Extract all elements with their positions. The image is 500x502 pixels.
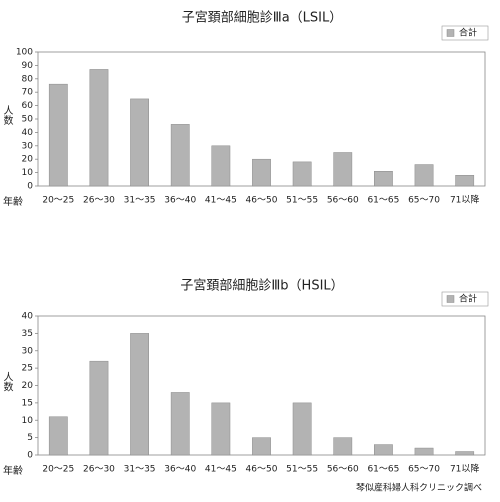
bar xyxy=(292,161,312,187)
bar xyxy=(211,145,231,187)
x-tick-label: 51～55 xyxy=(286,465,318,475)
bar xyxy=(455,451,475,456)
chart-title: 子宮頚部細胞診Ⅲb（HSIL） xyxy=(180,278,343,294)
x-tick-label: 26～30 xyxy=(83,196,115,206)
bar xyxy=(89,360,109,456)
y-tick-label: 0 xyxy=(27,182,33,192)
x-tick-label: 41～45 xyxy=(205,465,237,475)
x-tick-label: 36～40 xyxy=(164,465,196,475)
bar xyxy=(333,152,353,187)
y-tick-label: 40 xyxy=(22,128,34,138)
bar xyxy=(292,402,312,456)
y-tick-label: 15 xyxy=(22,398,33,408)
source-note: 琴似産科婦人科クリニック調べ xyxy=(356,482,482,494)
bar xyxy=(48,83,68,187)
x-tick-label: 65～70 xyxy=(408,465,440,475)
y-tick-label: 10 xyxy=(22,416,34,426)
y-tick-label: 70 xyxy=(22,88,34,98)
chart-title: 子宮頚部細胞診Ⅲa（LSIL） xyxy=(182,10,343,26)
bar xyxy=(374,171,393,187)
x-tick-label: 20～25 xyxy=(42,196,74,206)
y-tick-label: 90 xyxy=(22,61,34,71)
x-tick-label: 51～55 xyxy=(286,196,318,206)
y-tick-label: 25 xyxy=(22,364,33,374)
legend-swatch xyxy=(446,295,455,303)
y-tick-label: 30 xyxy=(22,346,34,356)
bar xyxy=(333,437,353,456)
x-tick-label: 71以降 xyxy=(450,194,479,206)
legend-swatch xyxy=(446,29,455,37)
x-tick-label: 46～50 xyxy=(246,465,278,475)
x-tick-label: 46～50 xyxy=(246,196,278,206)
y-tick-label: 20 xyxy=(22,381,34,391)
x-tick-label: 20～25 xyxy=(42,465,74,475)
x-tick-label: 61～65 xyxy=(367,196,399,206)
bar xyxy=(170,124,190,187)
y-tick-label: 30 xyxy=(22,141,34,151)
x-tick-label: 61～65 xyxy=(367,465,399,475)
y-tick-label: 35 xyxy=(22,329,33,339)
y-tick-label: 10 xyxy=(22,168,34,178)
bar xyxy=(211,402,231,456)
y-tick-label: 20 xyxy=(22,155,34,165)
bar xyxy=(170,392,190,456)
bar xyxy=(414,164,434,187)
y-tick-label: 5 xyxy=(27,433,33,443)
y-axis-label: 人数 xyxy=(1,105,13,126)
y-tick-label: 100 xyxy=(16,48,33,58)
bar xyxy=(374,444,393,456)
x-tick-label: 56～60 xyxy=(327,196,359,206)
bar xyxy=(252,437,271,456)
legend-label: 合計 xyxy=(459,27,477,39)
y-tick-label: 60 xyxy=(22,101,34,111)
bar xyxy=(455,175,475,187)
x-tick-label: 56～60 xyxy=(327,465,359,475)
x-tick-label: 31～35 xyxy=(124,196,156,206)
bar xyxy=(414,447,434,456)
x-tick-label: 31～35 xyxy=(124,465,156,475)
x-axis-label: 年齢 xyxy=(3,195,23,208)
bar xyxy=(89,69,109,187)
x-axis-label: 年齢 xyxy=(3,464,23,477)
x-tick-label: 26～30 xyxy=(83,465,115,475)
y-axis-label: 人数 xyxy=(1,371,13,392)
x-tick-label: 41～45 xyxy=(205,196,237,206)
bar xyxy=(130,333,149,456)
x-tick-label: 71以降 xyxy=(450,463,479,475)
x-tick-label: 65～70 xyxy=(408,196,440,206)
bar xyxy=(48,416,68,456)
y-tick-label: 0 xyxy=(27,451,33,461)
y-tick-label: 80 xyxy=(22,74,34,84)
x-tick-label: 36～40 xyxy=(164,196,196,206)
legend-label: 合計 xyxy=(459,293,477,305)
y-tick-label: 40 xyxy=(22,312,34,322)
bar xyxy=(130,98,149,187)
bar xyxy=(252,158,271,187)
y-tick-label: 50 xyxy=(22,115,34,125)
